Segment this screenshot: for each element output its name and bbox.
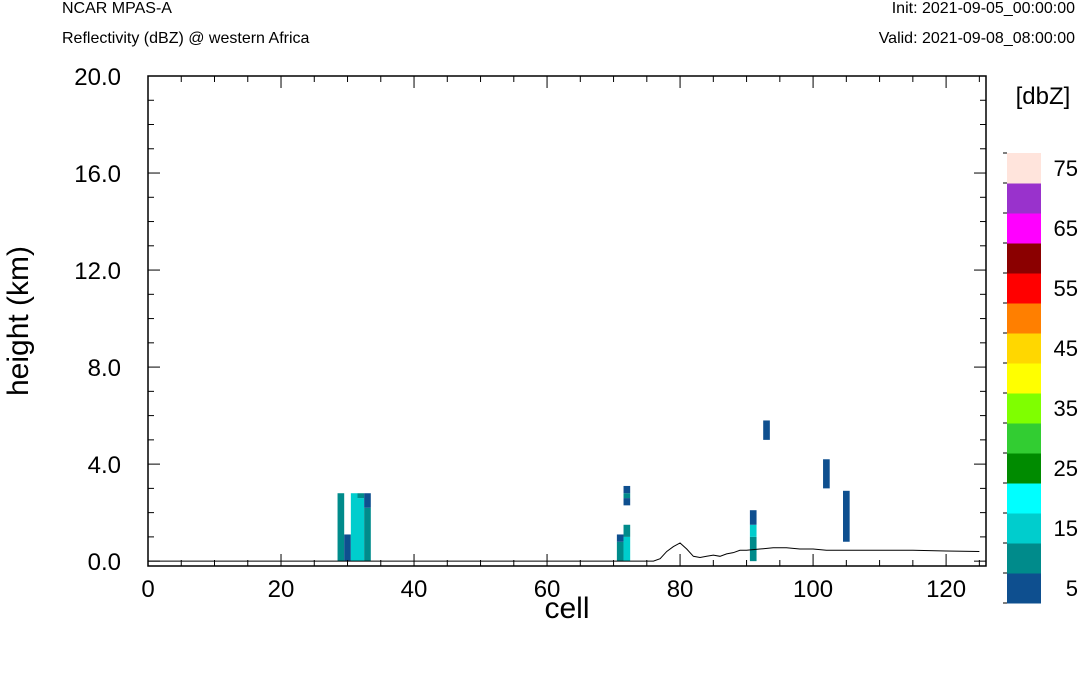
colorbar-swatch <box>1007 573 1041 604</box>
axis-ticks <box>147 75 986 566</box>
x-tick-labels: 0 20 40 60 80 100 120 <box>141 576 966 603</box>
reflectivity-cell <box>843 490 850 542</box>
x-tick-label: 40 <box>401 576 428 603</box>
colorbar-swatch <box>1007 513 1041 544</box>
reflectivity-cell <box>344 534 351 562</box>
valid-time: Valid: 2021-09-08_08:00:00 <box>878 30 1075 47</box>
colorbar-label: 55 <box>1054 276 1078 301</box>
reflectivity-cell <box>749 536 757 562</box>
field-subtitle: Reflectivity (dBZ) @ western Africa <box>62 30 310 47</box>
y-tick-label: 12.0 <box>74 258 121 285</box>
colorbar-labels: 5 15 25 35 45 55 65 75 <box>1054 156 1078 601</box>
x-tick-label: 0 <box>141 576 154 603</box>
colorbar-label: 65 <box>1054 216 1078 241</box>
reflectivity-cell <box>357 498 365 562</box>
y-tick-label: 20.0 <box>74 64 121 91</box>
colorbar-swatch <box>1007 393 1041 424</box>
reflectivity-cell <box>616 541 624 562</box>
reflectivity-cell <box>364 493 371 508</box>
y-tick-label: 16.0 <box>74 161 121 188</box>
y-axis-title: height (km) <box>2 246 35 396</box>
colorbar-label: 25 <box>1054 456 1078 481</box>
reflectivity-cell <box>749 510 757 525</box>
reflectivity-cell <box>623 485 631 494</box>
y-tick-labels: 0.0 4.0 8.0 12.0 16.0 20.0 <box>74 64 121 576</box>
reflectivity-cells <box>337 420 850 562</box>
reflectivity-cell <box>350 493 358 562</box>
colorbar-swatch <box>1007 183 1041 214</box>
colorbar-swatch <box>1007 303 1041 334</box>
colorbar-label: 45 <box>1054 336 1078 361</box>
colorbar-label: 75 <box>1054 156 1078 181</box>
colorbar-label: 15 <box>1054 516 1078 541</box>
x-tick-label: 100 <box>793 576 833 603</box>
init-time: Init: 2021-09-05_00:00:00 <box>891 0 1075 17</box>
colorbar-swatch <box>1007 453 1041 484</box>
reflectivity-cell <box>364 507 371 562</box>
colorbar-swatch <box>1007 243 1041 274</box>
reflectivity-cell <box>357 493 365 499</box>
terrain-line <box>148 542 980 562</box>
colorbar-swatch <box>1007 273 1041 304</box>
x-tick-label: 80 <box>667 576 694 603</box>
reflectivity-cell <box>823 459 830 489</box>
plot-frame <box>147 75 987 567</box>
reflectivity-cell <box>623 493 631 499</box>
model-title: NCAR MPAS-A <box>62 0 172 17</box>
x-tick-label: 60 <box>534 576 561 603</box>
colorbar-swatch <box>1007 153 1041 184</box>
terrain-layer <box>148 542 980 562</box>
x-tick-label: 20 <box>268 576 295 603</box>
colorbar <box>1003 152 1041 604</box>
y-tick-label: 8.0 <box>88 355 121 382</box>
x-tick-label: 120 <box>926 576 966 603</box>
reflectivity-cell <box>616 534 624 542</box>
reflectivity-cell <box>337 493 345 562</box>
colorbar-unit: [dbZ] <box>1016 83 1071 110</box>
colorbar-swatch <box>1007 483 1041 514</box>
reflectivity-cell <box>763 420 770 440</box>
x-axis-title: cell <box>544 592 589 625</box>
reflectivity-cell <box>749 524 757 537</box>
colorbar-label: 5 <box>1066 576 1078 601</box>
colorbar-swatch <box>1007 543 1041 574</box>
colorbar-label: 35 <box>1054 396 1078 421</box>
reflectivity-cell <box>623 498 631 506</box>
colorbar-swatch <box>1007 333 1041 364</box>
reflectivity-cell <box>623 524 631 537</box>
reflectivity-cell <box>623 536 631 562</box>
colorbar-swatch <box>1007 213 1041 244</box>
colorbar-swatch <box>1007 423 1041 454</box>
y-tick-label: 4.0 <box>88 452 121 479</box>
colorbar-swatch <box>1007 363 1041 394</box>
y-tick-label: 0.0 <box>88 549 121 576</box>
